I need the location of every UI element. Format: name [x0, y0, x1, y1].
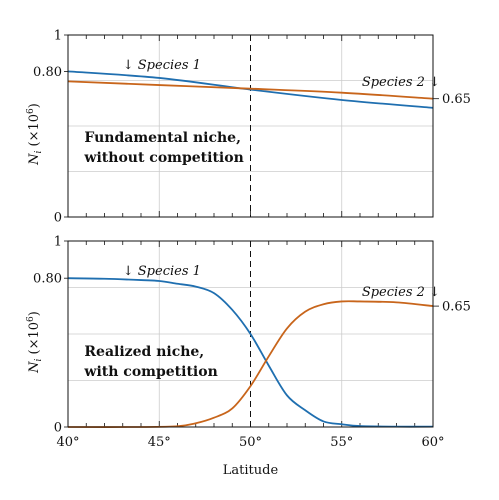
y-tick-label: 0 [54, 211, 62, 226]
series-species-2-line [67, 80, 434, 100]
species-2-label: Species 2 ↓ [362, 285, 440, 300]
niche-annotation-line-1: Fundamental niche, [84, 130, 241, 146]
y-axis-label: Ni (×106) [26, 311, 44, 374]
y-tick-label: 0.80 [33, 65, 62, 80]
x-tick-label: 55° [330, 435, 353, 450]
species-1-label: ↓ Species 1 [123, 264, 201, 279]
y-tick-label: 0 [54, 421, 62, 436]
y-tick-label: 0.80 [33, 272, 62, 287]
chart-layer: 0 0.80 1 0.65 Ni (×106) ↓ Species 1 Species 2 … [26, 29, 471, 479]
species-1-label: ↓ Species 1 [123, 58, 201, 73]
niche-annotation-line-1: Realized niche, [84, 344, 204, 360]
right-value-label: 0.65 [442, 300, 471, 315]
right-value-label: 0.65 [442, 92, 471, 107]
series-species-1-line [67, 70, 434, 109]
plot-frame [67, 240, 434, 428]
y-axis-label: Ni (×106) [26, 103, 44, 166]
y-tick-label: 1 [54, 29, 62, 44]
y-tick-label: 1 [54, 235, 62, 250]
niche-annotation-line-2: without competition [83, 150, 243, 166]
x-tick-label: 40° [56, 435, 79, 450]
plot-frame [67, 34, 434, 218]
species-2-label: Species 2 ↓ [362, 75, 440, 90]
series-species-1-line [67, 277, 434, 428]
x-tick-label: 50° [239, 435, 262, 450]
x-tick-label: 60° [421, 435, 444, 450]
series-species-2-line [67, 300, 434, 428]
x-axis-label: Latitude [223, 463, 279, 478]
x-tick-label: 45° [148, 435, 171, 450]
niche-annotation-line-2: with competition [83, 364, 217, 380]
